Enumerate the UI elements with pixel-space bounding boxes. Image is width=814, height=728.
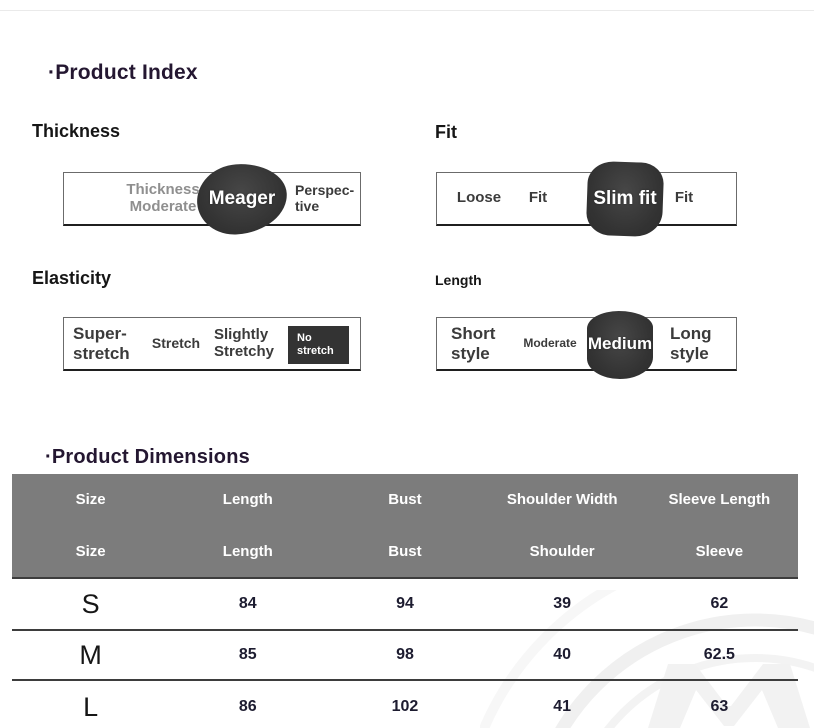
fit-scale: Loose Fit Slim fit Fit (436, 160, 737, 238)
sleeve-cell: 63 (710, 698, 729, 715)
sleeve-cell: 62 (710, 595, 729, 612)
shoulder-cell: 41 (553, 698, 572, 715)
length-cell: 84 (238, 595, 257, 612)
fit-option-fit-1: Fit (528, 189, 548, 207)
highlight-blob (587, 311, 653, 379)
thickness-scale: Thickness Moderate Meager Perspec- tive (63, 160, 361, 238)
length-option-moderate: Moderate (523, 335, 577, 350)
elasticity-scale: Super- stretch Stretch Slightly Stretchy… (63, 317, 361, 371)
column-header: Length (222, 542, 273, 560)
length-cell: 86 (238, 698, 257, 715)
thickness-option-perspective: Perspec- tive (295, 181, 355, 214)
length-option-selected: Medium (587, 333, 653, 353)
sleeve-cell: 62.5 (703, 646, 735, 663)
elasticity-option-selected: No stretch (288, 326, 349, 364)
fit-option-fit-2: Fit (674, 189, 694, 207)
size-cell: S (81, 588, 100, 619)
thickness-label: Thickness (32, 121, 121, 141)
length-option-short-style: Short style (451, 324, 496, 363)
length-cell: 85 (238, 646, 257, 663)
product-index-title: ·Product Index (48, 61, 198, 85)
column-header: Length (222, 491, 273, 509)
elasticity-label: Elasticity (32, 268, 112, 288)
table-row-l: L 86 102 41 63 (12, 681, 798, 728)
size-table: Size Length Bust Shoulder Width Sleeve L… (12, 474, 798, 728)
top-divider (0, 10, 814, 11)
column-header: Bust (388, 491, 422, 509)
length-option-long-style: Long style (670, 324, 712, 363)
elasticity-option-slightly-stretchy: Slightly Stretchy (214, 325, 275, 360)
column-header: Shoulder Width (506, 491, 618, 509)
shoulder-cell: 40 (553, 646, 572, 663)
header-row-primary: Size Length Bust Shoulder Width Sleeve L… (12, 474, 798, 526)
thickness-option-moderate: Thickness Moderate (126, 180, 200, 215)
column-header: Bust (388, 542, 422, 560)
size-table-header: Size Length Bust Shoulder Width Sleeve L… (12, 474, 798, 579)
column-header: Shoulder (529, 542, 595, 560)
bust-cell: 94 (396, 595, 414, 612)
shoulder-cell: 39 (553, 595, 572, 612)
thickness-option-selected: Meager (208, 187, 276, 209)
table-row-s: S 84 94 39 62 (12, 579, 798, 631)
fit-label: Fit (435, 122, 457, 142)
fit-option-loose: Loose (456, 189, 502, 207)
product-dimensions-title: ·Product Dimensions (45, 445, 250, 468)
size-cell: L (83, 691, 99, 722)
table-row-m: M 85 98 40 62.5 (12, 631, 798, 681)
header-row-secondary: Size Length Bust Shoulder Sleeve (12, 526, 798, 578)
elasticity-option-stretch: Stretch (151, 334, 201, 351)
column-header: Size (75, 542, 106, 560)
column-header: Sleeve (695, 542, 744, 560)
elasticity-option-super-stretch: Super- stretch (73, 324, 130, 363)
length-scale: Short style Moderate Medium Long style (436, 311, 737, 379)
bust-cell: 98 (396, 646, 414, 663)
bust-cell: 102 (391, 698, 419, 715)
fit-option-selected: Slim fit (593, 187, 657, 209)
length-label: Length (435, 272, 482, 288)
column-header: Sleeve Length (668, 491, 771, 509)
size-cell: M (79, 639, 102, 670)
column-header: Size (75, 491, 106, 509)
